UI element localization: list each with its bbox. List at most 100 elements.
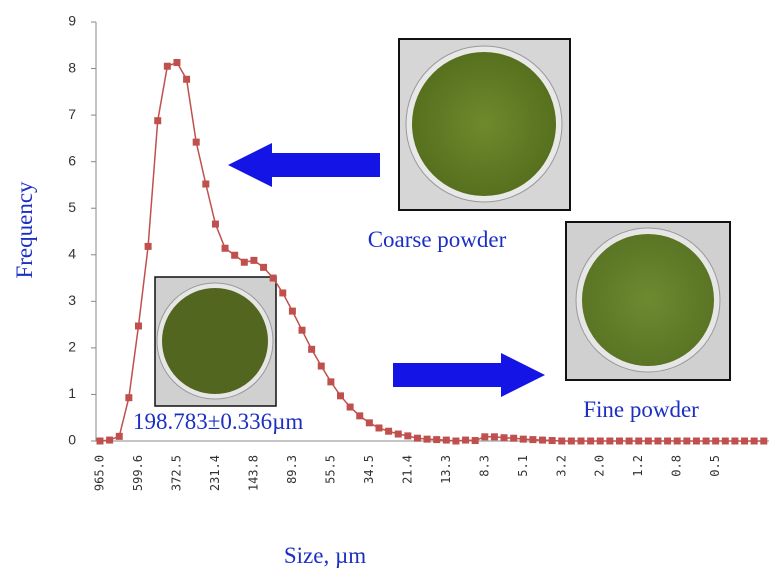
data-point bbox=[760, 438, 767, 445]
y-tick-label: 5 bbox=[68, 199, 76, 215]
data-point bbox=[337, 392, 344, 399]
x-tick-label: 231.4 bbox=[208, 455, 222, 491]
data-point bbox=[722, 438, 729, 445]
y-tick-label: 3 bbox=[68, 292, 76, 308]
data-point bbox=[472, 437, 479, 444]
data-point bbox=[606, 438, 613, 445]
x-tick-label: 2.0 bbox=[593, 455, 607, 477]
data-point bbox=[164, 63, 171, 70]
x-tick-label: 13.3 bbox=[439, 455, 453, 484]
x-tick-label: 0.8 bbox=[670, 455, 684, 477]
data-point bbox=[491, 433, 498, 440]
data-point bbox=[597, 438, 604, 445]
data-point bbox=[356, 412, 363, 419]
data-point bbox=[366, 419, 373, 426]
data-point bbox=[568, 438, 575, 445]
data-point bbox=[308, 346, 315, 353]
x-tick-label: 34.5 bbox=[362, 455, 376, 484]
data-point bbox=[279, 289, 286, 296]
data-point bbox=[222, 245, 229, 252]
x-tick-label: 1.2 bbox=[631, 455, 645, 477]
fine-photo bbox=[566, 222, 730, 380]
data-point bbox=[106, 437, 113, 444]
data-point bbox=[510, 435, 517, 442]
arrow-right bbox=[393, 353, 545, 397]
x-tick-label: 965.0 bbox=[93, 455, 107, 491]
y-tick-label: 1 bbox=[68, 385, 76, 401]
data-point bbox=[529, 436, 536, 443]
data-point bbox=[741, 438, 748, 445]
y-tick-label: 8 bbox=[68, 59, 76, 75]
y-tick-label: 6 bbox=[68, 152, 76, 168]
data-point bbox=[154, 117, 161, 124]
data-point bbox=[318, 363, 325, 370]
sample-photo bbox=[155, 277, 276, 406]
data-point bbox=[395, 431, 402, 438]
y-tick-label: 9 bbox=[68, 13, 76, 29]
data-point bbox=[125, 394, 132, 401]
data-point bbox=[635, 438, 642, 445]
y-axis-title: Frequency bbox=[12, 181, 37, 279]
data-point bbox=[414, 435, 421, 442]
data-point bbox=[97, 438, 104, 445]
x-tick-label: 55.5 bbox=[323, 455, 337, 484]
x-tick-label: 143.8 bbox=[246, 455, 260, 491]
data-point bbox=[375, 424, 382, 431]
data-point bbox=[193, 139, 200, 146]
x-tick-label: 5.1 bbox=[516, 455, 530, 477]
data-point bbox=[212, 221, 219, 228]
x-tick-label: 0.5 bbox=[708, 455, 722, 477]
data-point bbox=[202, 181, 209, 188]
data-point bbox=[462, 437, 469, 444]
data-point bbox=[116, 433, 123, 440]
data-point bbox=[231, 252, 238, 259]
data-point bbox=[703, 438, 710, 445]
x-tick-label: 89.3 bbox=[285, 455, 299, 484]
y-tick-label: 2 bbox=[68, 339, 76, 355]
data-point bbox=[145, 243, 152, 250]
annotation: Fine powder bbox=[583, 397, 699, 422]
data-point bbox=[587, 438, 594, 445]
data-point bbox=[645, 438, 652, 445]
data-point bbox=[501, 434, 508, 441]
data-point bbox=[443, 437, 450, 444]
data-point bbox=[683, 438, 690, 445]
data-point bbox=[558, 438, 565, 445]
data-point bbox=[135, 323, 142, 330]
x-tick-label: 599.6 bbox=[131, 455, 145, 491]
data-point bbox=[693, 438, 700, 445]
x-axis-title: Size, µm bbox=[284, 543, 366, 568]
data-point bbox=[299, 327, 306, 334]
data-point bbox=[520, 436, 527, 443]
data-point bbox=[664, 438, 671, 445]
data-point bbox=[250, 257, 257, 264]
data-point bbox=[654, 438, 661, 445]
data-point bbox=[183, 76, 190, 83]
data-point bbox=[481, 433, 488, 440]
data-point bbox=[270, 275, 277, 282]
data-point bbox=[327, 378, 334, 385]
x-tick-label: 21.4 bbox=[400, 455, 414, 484]
data-point bbox=[674, 438, 681, 445]
data-point bbox=[616, 438, 623, 445]
arrow-left bbox=[228, 143, 380, 187]
data-point bbox=[404, 432, 411, 439]
coarse-photo bbox=[399, 39, 570, 210]
data-point bbox=[578, 438, 585, 445]
data-point bbox=[731, 438, 738, 445]
data-point bbox=[712, 438, 719, 445]
data-point bbox=[433, 436, 440, 443]
data-point bbox=[385, 428, 392, 435]
data-point bbox=[173, 59, 180, 66]
data-point bbox=[241, 259, 248, 266]
data-point bbox=[751, 438, 758, 445]
data-point bbox=[289, 308, 296, 315]
data-point bbox=[347, 404, 354, 411]
data-point bbox=[260, 264, 267, 271]
data-point bbox=[539, 437, 546, 444]
annotation: Coarse powder bbox=[368, 227, 507, 252]
x-tick-label: 8.3 bbox=[477, 455, 491, 477]
y-tick-label: 0 bbox=[68, 432, 76, 448]
x-tick-label: 3.2 bbox=[554, 455, 568, 477]
y-tick-label: 4 bbox=[68, 245, 76, 261]
